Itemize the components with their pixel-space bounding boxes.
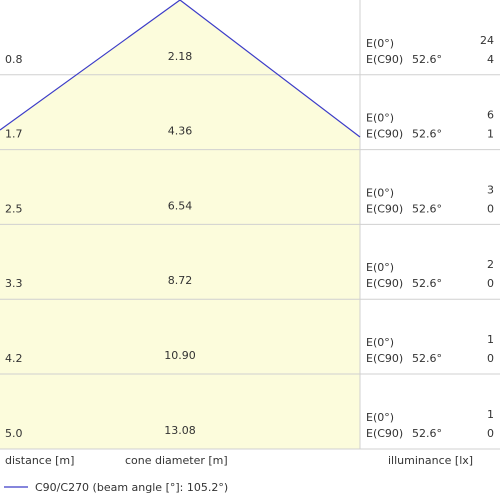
legend-label: C90/C270 (beam angle [°]: 105.2°) (35, 481, 228, 494)
e0-label: E(0°) (366, 411, 394, 424)
ec90-angle: 52.6° (412, 53, 442, 66)
distance: 4.2 (5, 352, 23, 365)
ec90-value: 4 (487, 53, 494, 66)
distance: 2.5 (5, 202, 23, 215)
ec90-label: E(C90) (366, 128, 403, 141)
e0-value: 1 (487, 408, 494, 421)
ec90-angle: 52.6° (412, 202, 442, 215)
ec90-angle: 52.6° (412, 128, 442, 141)
cone-diameter: 4.36 (168, 125, 193, 138)
cone-diameter: 2.18 (168, 50, 193, 63)
ec90-label: E(C90) (366, 53, 403, 66)
cone-edge (0, 0, 361, 138)
e0-value: 3 (487, 183, 494, 196)
e0-label: E(0°) (366, 112, 394, 125)
distance: 3.3 (5, 277, 23, 290)
e0-value: 2 (487, 258, 494, 271)
ec90-value: 0 (487, 352, 494, 365)
distance: 5.0 (5, 427, 23, 440)
ec90-angle: 52.6° (412, 277, 442, 290)
distance: 0.8 (5, 53, 23, 66)
e0-label: E(0°) (366, 261, 394, 274)
ec90-label: E(C90) (366, 277, 403, 290)
e0-label: E(0°) (366, 186, 394, 199)
ec90-value: 0 (487, 202, 494, 215)
distance: 1.7 (5, 128, 23, 141)
cone-diameter: 8.72 (168, 274, 193, 287)
e0-label: E(0°) (366, 37, 394, 50)
distance-label: distance [m] (5, 454, 74, 467)
ec90-value: 0 (487, 277, 494, 290)
cone-diameter: 13.08 (164, 424, 196, 437)
cone-diameter: 10.90 (164, 349, 196, 362)
ec90-value: 1 (487, 128, 494, 141)
e0-value: 24 (480, 34, 494, 47)
diameter-label: cone diameter [m] (125, 454, 228, 467)
ec90-label: E(C90) (366, 352, 403, 365)
e0-value: 6 (487, 109, 494, 122)
ec90-angle: 52.6° (412, 427, 442, 440)
cone-diameter: 6.54 (168, 199, 193, 212)
ec90-value: 0 (487, 427, 494, 440)
ec90-label: E(C90) (366, 202, 403, 215)
ec90-label: E(C90) (366, 427, 403, 440)
ec90-angle: 52.6° (412, 352, 442, 365)
e0-value: 1 (487, 333, 494, 346)
illuminance-label: illuminance [lx] (388, 454, 473, 467)
e0-label: E(0°) (366, 336, 394, 349)
